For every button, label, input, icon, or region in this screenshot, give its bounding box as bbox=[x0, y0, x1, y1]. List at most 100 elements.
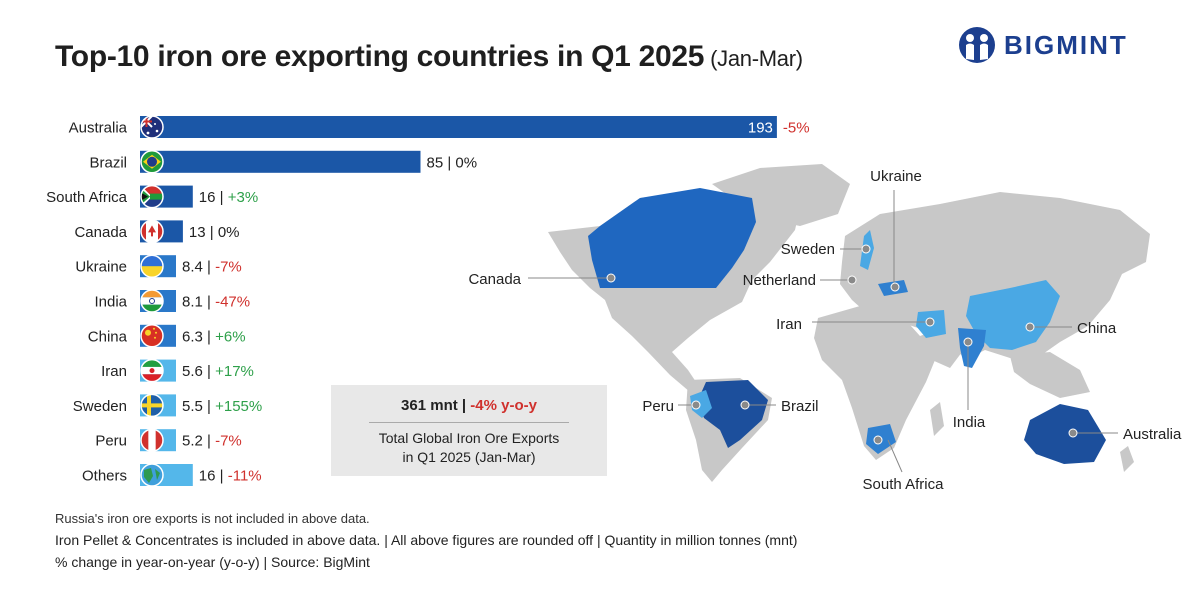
world-map: Canada Sweden Netherland Ukraine Iran China In… bbox=[468, 164, 1182, 493]
map-marker bbox=[740, 400, 750, 410]
bar-change-value: +6% bbox=[215, 328, 245, 345]
map-marker bbox=[861, 244, 871, 254]
bar-category-label: Peru bbox=[95, 433, 127, 450]
brand-logo-icon bbox=[959, 27, 995, 63]
india-flag bbox=[141, 290, 163, 312]
sweden-flag bbox=[141, 394, 163, 417]
south-africa-flag bbox=[141, 185, 163, 208]
map-marker bbox=[606, 273, 616, 283]
map-greenland bbox=[712, 164, 850, 226]
bar-value-echo: 8.4 | bbox=[182, 259, 215, 276]
map-marker bbox=[890, 282, 900, 292]
summary-box: 361 mnt | -4% y-o-y Total Global Iron Or… bbox=[331, 385, 607, 476]
bar-value-echo: 16 | bbox=[199, 468, 228, 485]
map-china bbox=[966, 280, 1060, 350]
bar-change-label: 8.1 | -47% bbox=[182, 294, 250, 311]
globe-icon bbox=[141, 464, 163, 486]
bar-change-value: -7% bbox=[215, 433, 242, 450]
map-southeast-asia bbox=[1010, 352, 1090, 398]
map-label-canada: Canada bbox=[468, 271, 521, 288]
china-flag bbox=[141, 324, 163, 347]
bar-value-echo: 5.2 | bbox=[182, 433, 215, 450]
map-india bbox=[958, 328, 986, 368]
summary-change: -4% y-o-y bbox=[470, 397, 537, 414]
footnote-source: % change in year-on-year (y-o-y) | Sourc… bbox=[55, 554, 370, 570]
bar-category-label: Australia bbox=[69, 120, 128, 137]
bar-change-value: +3% bbox=[228, 189, 258, 206]
map-central-america bbox=[648, 352, 700, 392]
map-madagascar bbox=[930, 402, 944, 436]
bar-change-label: 5.5 | +155% bbox=[182, 398, 262, 415]
bar-change-label: 16 | -11% bbox=[199, 468, 262, 485]
map-brazil bbox=[698, 380, 768, 448]
canada-flag bbox=[141, 220, 163, 243]
map-africa bbox=[814, 306, 944, 460]
bar-category-label: South Africa bbox=[46, 189, 128, 206]
iran-flag bbox=[141, 359, 163, 382]
summary-desc-2: in Q1 2025 (Jan-Mar) bbox=[402, 449, 536, 465]
bar-value-echo: 16 | bbox=[199, 189, 228, 206]
bar-change-value: -11% bbox=[228, 468, 262, 485]
map-label-iran: Iran bbox=[776, 316, 802, 333]
brazil-flag bbox=[141, 150, 163, 173]
bar-change-label: 5.2 | -7% bbox=[182, 433, 242, 450]
map-label-peru: Peru bbox=[642, 398, 674, 415]
bar-category-label: Iran bbox=[101, 363, 127, 380]
bar-change-label: -5% bbox=[783, 120, 810, 137]
map-marker bbox=[847, 275, 857, 285]
bar-category-label: India bbox=[94, 294, 127, 311]
bar-category-label: Others bbox=[82, 468, 127, 485]
bar-change-label: 5.6 | +17% bbox=[182, 363, 254, 380]
map-label-south-africa: South Africa bbox=[863, 476, 945, 493]
map-label-ukraine: Ukraine bbox=[870, 168, 922, 185]
map-marker bbox=[963, 337, 973, 347]
summary-desc-1: Total Global Iron Ore Exports bbox=[378, 430, 560, 446]
bar-change-label: 8.4 | -7% bbox=[182, 259, 242, 276]
map-canada bbox=[588, 188, 756, 288]
map-label-brazil: Brazil bbox=[781, 398, 819, 415]
bar-category-label: Sweden bbox=[73, 398, 127, 415]
bar-value-echo: 8.1 | bbox=[182, 294, 215, 311]
bar-value-echo: 13 | bbox=[189, 224, 218, 241]
bar-value-label: 193 bbox=[748, 120, 773, 137]
map-peru bbox=[690, 390, 712, 418]
map-marker bbox=[1025, 322, 1035, 332]
map-label-india: India bbox=[953, 414, 986, 431]
bar-chart: Australia 193 -5% Brazil8585 | 0% South Afri… bbox=[46, 115, 810, 487]
bar bbox=[140, 150, 421, 173]
map-marker bbox=[1068, 428, 1078, 438]
brand-name: BIGMINT bbox=[1004, 29, 1128, 60]
bar-category-label: China bbox=[88, 328, 128, 345]
peru-flag bbox=[141, 429, 163, 452]
bar bbox=[140, 116, 777, 138]
map-marker bbox=[925, 317, 935, 327]
bar-change-label: 85 | 0% bbox=[427, 154, 478, 171]
map-arabia bbox=[920, 328, 962, 368]
bar-category-label: Brazil bbox=[89, 154, 127, 171]
brand-logo: BIGMINT bbox=[958, 26, 1128, 64]
bar-row: Others1616 | -11% bbox=[82, 463, 262, 487]
map-australia bbox=[1024, 404, 1106, 464]
bar-row: Brazil8585 | 0% bbox=[89, 150, 478, 174]
map-label-netherland: Netherland bbox=[743, 272, 816, 289]
australia-flag bbox=[141, 116, 163, 138]
bar-value-echo: 85 | bbox=[427, 154, 456, 171]
bar-change-value: 0% bbox=[218, 224, 240, 241]
bar-value-echo: 5.6 | bbox=[182, 363, 215, 380]
bar-row: South Africa1616 | +3% bbox=[46, 184, 258, 209]
bar-change-label: 6.3 | +6% bbox=[182, 328, 246, 345]
footnotes: Russia's iron ore exports is not include… bbox=[55, 509, 797, 573]
bar-change-value: 0% bbox=[455, 154, 477, 171]
bar-change-value: +155% bbox=[215, 398, 262, 415]
map-marker bbox=[873, 435, 883, 445]
map-new-zealand bbox=[1120, 446, 1134, 472]
bar-value-echo: 5.5 | bbox=[182, 398, 215, 415]
bar-category-label: Canada bbox=[74, 224, 127, 241]
map-marker bbox=[691, 400, 701, 410]
